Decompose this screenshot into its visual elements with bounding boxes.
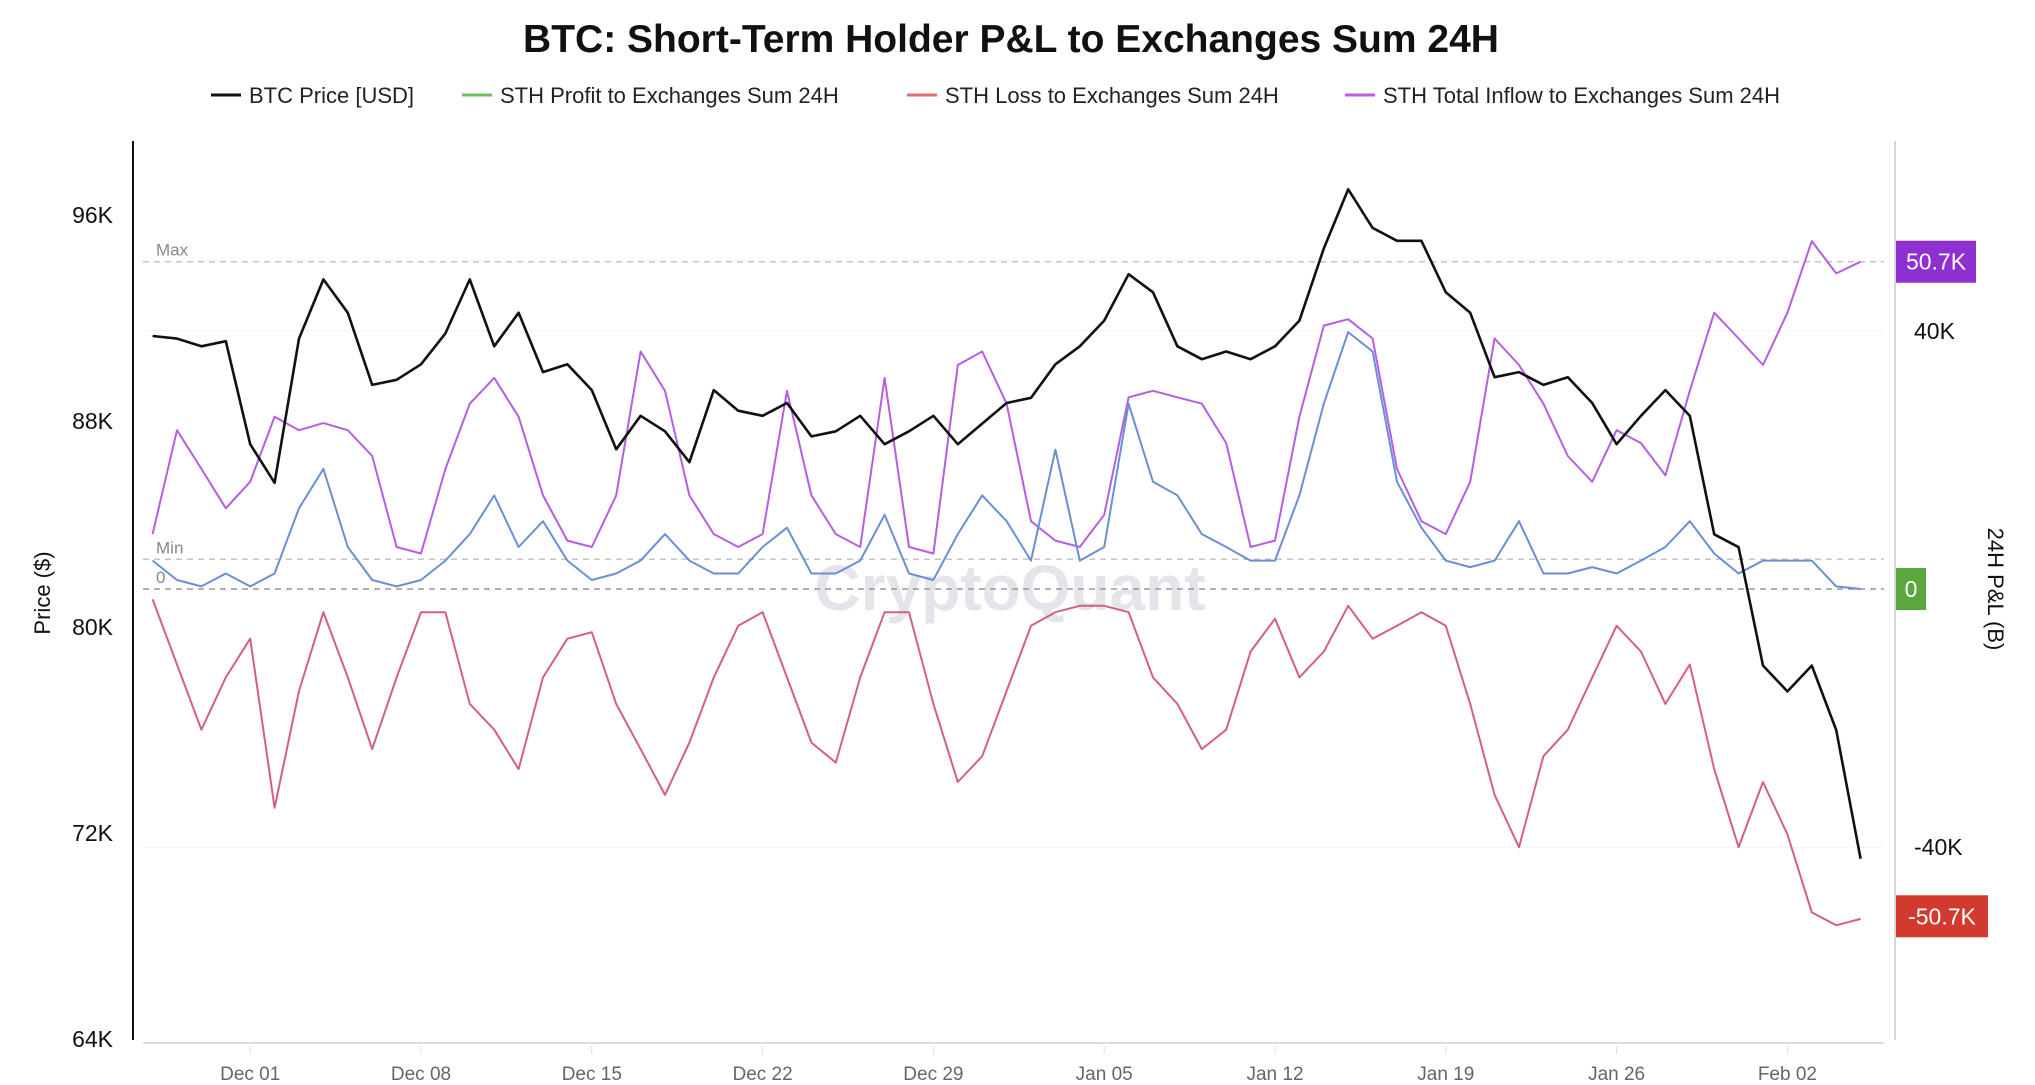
left-tick-label: 88K (72, 408, 114, 434)
gridlines (143, 330, 1884, 848)
watermark: CryptoQuant (814, 552, 1205, 624)
left-tick-label: 72K (72, 820, 114, 846)
reference-label: Min (156, 538, 183, 557)
legend-item-0[interactable]: BTC Price [USD] (249, 83, 414, 108)
x-tick-label: Dec 08 (391, 1064, 451, 1085)
chart-title: BTC: Short-Term Holder P&L to Exchanges … (523, 18, 1499, 61)
left-tick-label: 80K (72, 614, 114, 640)
value-badge-0 (1896, 240, 1976, 283)
x-tick-label: Jan 12 (1246, 1064, 1303, 1085)
x-tick-label: Dec 29 (903, 1064, 963, 1085)
right-tick-label: -40K (1914, 834, 1963, 860)
x-tick-label: Jan 26 (1588, 1064, 1645, 1085)
series-line-2 (151, 598, 1861, 927)
x-tick-label: Feb 02 (1758, 1064, 1817, 1085)
x-tick-label: Jan 05 (1076, 1064, 1133, 1085)
value-badge-text: -50.7K (1908, 903, 1976, 929)
x-tick-label: Jan 19 (1417, 1064, 1474, 1085)
value-badge-1 (1896, 568, 1926, 610)
x-tick-label: Dec 22 (732, 1064, 792, 1085)
series-line-3 (151, 240, 1862, 555)
reference-label: Max (156, 241, 189, 260)
series-line-0 (152, 188, 1862, 860)
series-line-1 (151, 331, 1861, 590)
x-tick-label: Dec 01 (220, 1064, 280, 1085)
right-tick-label: 40K (1914, 318, 1956, 344)
legend-item-2[interactable]: STH Loss to Exchanges Sum 24H (945, 83, 1279, 108)
axes: 96K 88K 80K 72K 64K 40K 0 -40K Dec 01 Dec 08 Dec 1… (72, 202, 1963, 1085)
legend-item-3[interactable]: STH Total Inflow to Exchanges Sum 24H (1383, 83, 1780, 108)
value-badge-text: 50.7K (1906, 249, 1967, 275)
value-badge-2 (1896, 895, 1988, 938)
left-tick-label: 96K (72, 202, 114, 228)
reference-label: 0 (156, 568, 165, 587)
legend: BTC Price [USD] STH Profit to Exchanges S… (211, 83, 1780, 108)
left-tick-label: 64K (72, 1026, 114, 1052)
series-lines (151, 188, 1862, 927)
reference-lines: Max Min 0 (143, 241, 1884, 590)
x-tick-label: Dec 15 (562, 1064, 622, 1085)
legend-item-1[interactable]: STH Profit to Exchanges Sum 24H (500, 83, 839, 108)
value-badge-text: 0 (1905, 576, 1918, 602)
left-axis-title: Price ($) (30, 551, 55, 634)
value-badges: 50.7K 0 -50.7K (1896, 240, 1988, 938)
right-axis-title: 24H P&L (B) (1983, 528, 2008, 651)
